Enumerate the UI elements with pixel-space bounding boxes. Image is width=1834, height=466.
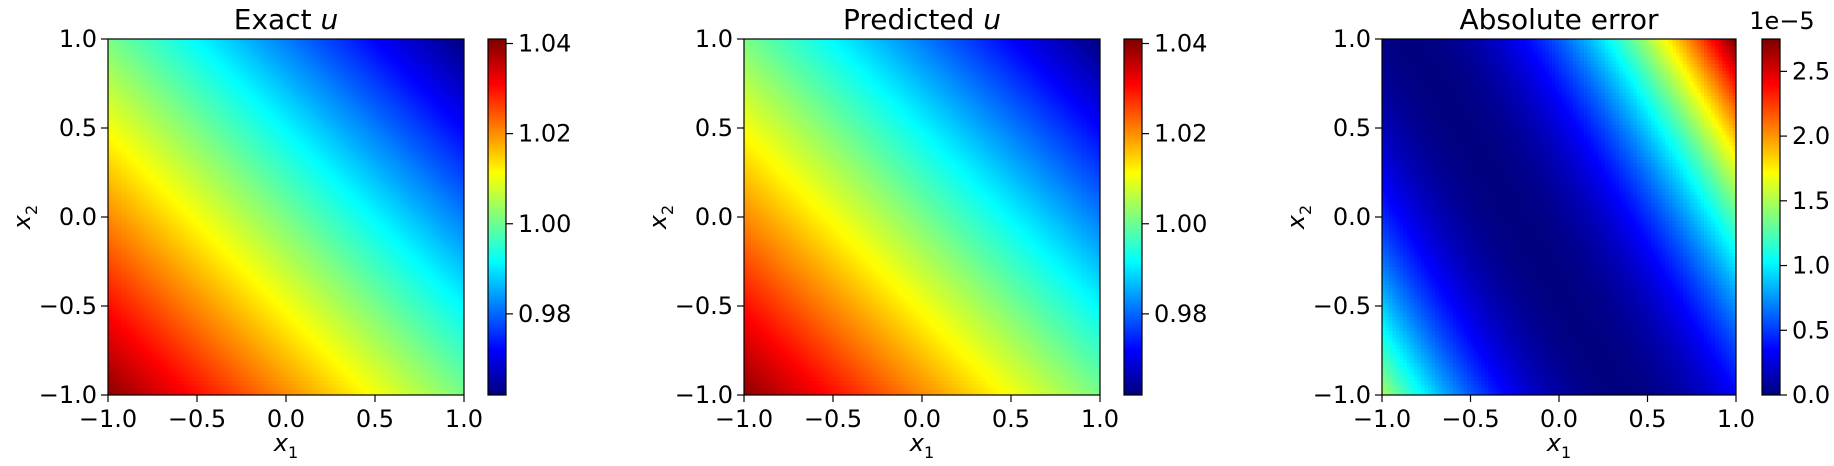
panel-title: Predicted u xyxy=(843,3,1001,36)
x-tick-label: −0.5 xyxy=(168,405,226,433)
y-tick-label: −1.0 xyxy=(39,381,97,409)
x-tick-label: 0.5 xyxy=(356,405,394,433)
panel-title-text: Absolute error xyxy=(1459,3,1659,36)
x-tick-label: 1.0 xyxy=(445,405,483,433)
x-tick-label: −1.0 xyxy=(1353,405,1411,433)
y-tick-label: 1.0 xyxy=(695,25,733,53)
colorbar-tick-label: 0.98 xyxy=(518,300,571,328)
x-axis-label-base: x xyxy=(909,429,925,457)
y-tick-label: 0.0 xyxy=(695,203,733,231)
x-axis-label: x1 xyxy=(273,429,298,462)
x-axis-label: x1 xyxy=(1546,429,1571,462)
panel-1: Exact u −1.0 −0.5 0.0 0.5 1.0 −1.0 −0.5 0.0 0.5 1.… xyxy=(8,3,571,462)
y-tick-label: 0.5 xyxy=(59,114,97,142)
y-tick-label: 1.0 xyxy=(1333,25,1371,53)
x-tick-label: 0.5 xyxy=(992,405,1030,433)
panel-title-text: Predicted xyxy=(843,3,974,36)
y-axis-label-base: x xyxy=(8,214,36,230)
panel-title-variable: u xyxy=(320,3,338,36)
y-tick-label: −0.5 xyxy=(1313,292,1371,320)
panel-title: Absolute error xyxy=(1459,3,1659,36)
x-axis-label-subscript: 1 xyxy=(924,443,934,462)
heatmap-image xyxy=(1382,39,1736,395)
y-tick-label: 1.0 xyxy=(59,25,97,53)
panel-title-variable: u xyxy=(983,3,1001,36)
colorbar-offset-text: 1e−5 xyxy=(1749,7,1814,35)
colorbar-tick-label: 2.5 xyxy=(1792,57,1830,85)
x-tick-label: 0.0 xyxy=(267,405,305,433)
colorbar-tick-label: 1.02 xyxy=(518,120,571,148)
heatmap-image xyxy=(108,39,464,395)
x-axis-label: x1 xyxy=(909,429,934,462)
heatmap-image xyxy=(744,39,1100,395)
x-tick-label: −1.0 xyxy=(79,405,137,433)
panel-title-text: Exact xyxy=(234,3,312,36)
colorbar xyxy=(1124,39,1142,395)
x-tick-label: −1.0 xyxy=(715,405,773,433)
colorbar xyxy=(1762,39,1780,395)
y-tick-label: −0.5 xyxy=(39,292,97,320)
y-axis-label-base: x xyxy=(644,214,672,230)
colorbar-tick-label: 1.0 xyxy=(1792,252,1830,280)
x-axis-label-base: x xyxy=(273,429,289,457)
colorbar-frame xyxy=(487,38,507,396)
y-axis-label-base: x xyxy=(1282,214,1310,230)
panel-2: Predicted u −1.0 −0.5 0.0 0.5 1.0 −1.0 −0.5 0.0 0… xyxy=(644,3,1207,462)
panel-3: Absolute error −1.0 −0.5 0.0 0.5 1.0 −1.0 −0.5 0… xyxy=(1282,3,1830,462)
x-axis-label-subscript: 1 xyxy=(288,443,298,462)
colorbar-tick-label: 1.00 xyxy=(518,210,571,238)
x-tick-label: 0.0 xyxy=(1540,405,1578,433)
colorbar-tick-label: 0.5 xyxy=(1792,316,1830,344)
colorbar-tick-label: 1.04 xyxy=(1154,30,1207,58)
panel-title: Exact u xyxy=(234,3,338,36)
y-tick-label: 0.5 xyxy=(1333,114,1371,142)
x-axis-label-base: x xyxy=(1546,429,1562,457)
y-axis-label: x2 xyxy=(8,205,41,230)
colorbar-tick-label: 0.98 xyxy=(1154,300,1207,328)
colorbar xyxy=(488,39,506,395)
y-axis-label-subscript: 2 xyxy=(1296,205,1315,215)
x-tick-label: −0.5 xyxy=(1441,405,1499,433)
x-tick-label: 1.0 xyxy=(1717,405,1755,433)
x-axis-label-subscript: 1 xyxy=(1561,443,1571,462)
y-axis-label-subscript: 2 xyxy=(658,205,677,215)
colorbar-tick-label: 1.00 xyxy=(1154,210,1207,238)
y-tick-label: 0.0 xyxy=(1333,203,1371,231)
y-axis-label-subscript: 2 xyxy=(22,205,41,215)
y-tick-label: 0.0 xyxy=(59,203,97,231)
y-axis-label: x2 xyxy=(644,205,677,230)
colorbar-frame xyxy=(1761,38,1781,396)
colorbar-tick-label: 2.0 xyxy=(1792,122,1830,150)
x-tick-label: 1.0 xyxy=(1081,405,1119,433)
colorbar-frame xyxy=(1123,38,1143,396)
x-tick-label: 0.5 xyxy=(1628,405,1666,433)
x-tick-label: 0.0 xyxy=(903,405,941,433)
y-tick-label: 0.5 xyxy=(695,114,733,142)
y-axis-label: x2 xyxy=(1282,205,1315,230)
colorbar-tick-label: 0.0 xyxy=(1792,381,1830,409)
colorbar-tick-label: 1.02 xyxy=(1154,120,1207,148)
colorbar-tick-label: 1.04 xyxy=(518,30,571,58)
x-tick-label: −0.5 xyxy=(804,405,862,433)
y-tick-label: −1.0 xyxy=(1313,381,1371,409)
y-tick-label: −0.5 xyxy=(675,292,733,320)
colorbar-tick-label: 1.5 xyxy=(1792,187,1830,215)
y-tick-label: −1.0 xyxy=(675,381,733,409)
